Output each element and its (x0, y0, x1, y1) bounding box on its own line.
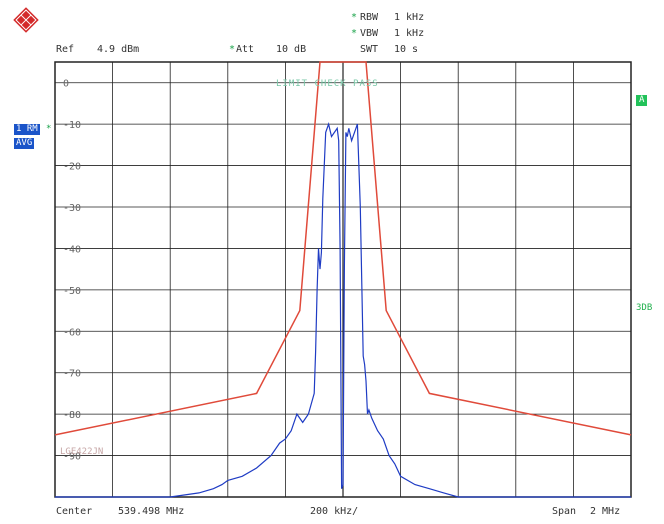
y-tick-label: -30 (63, 203, 81, 214)
y-tick-label: -70 (63, 369, 81, 380)
y-tick-label: 0 (63, 79, 69, 90)
limit-line (54, 61, 632, 436)
spectrum-trace (55, 121, 631, 498)
trace-a-badge: A (636, 95, 648, 106)
limit-line-name: LGE422JN (60, 447, 104, 457)
vbw-bullet: * (351, 28, 358, 39)
ref-label: Ref (56, 44, 75, 55)
att-label: Att (236, 44, 255, 55)
y-tick-label: -10 (63, 120, 81, 131)
division-value: 200 kHz/ (310, 506, 359, 517)
limit-check-status: LIMIT CHECK PASS (276, 79, 379, 89)
y-tick-label: -80 (63, 410, 81, 421)
span-label: Span (552, 506, 577, 517)
rbw-bullet: * (351, 12, 358, 23)
rbw-label: RBW (360, 12, 379, 23)
center-value: 539.498 MHz (118, 506, 185, 517)
swt-value: 10 s (394, 44, 419, 55)
swt-label: SWT (360, 44, 379, 55)
y-tick-label: -20 (63, 162, 81, 173)
rbw-value: 1 kHz (394, 12, 425, 23)
avg-mode-badge: AVG (14, 138, 35, 149)
span-value: 2 MHz (590, 506, 621, 517)
y-tick-label: -40 (63, 244, 81, 255)
vbw-value: 1 kHz (394, 28, 425, 39)
vbw-label: VBW (360, 28, 379, 39)
db-label: 3DB (636, 303, 653, 313)
y-tick-label: -90 (63, 452, 81, 463)
center-label: Center (56, 506, 93, 517)
trace-bullet: * (46, 124, 52, 134)
y-tick-label: -60 (63, 327, 81, 338)
att-value: 10 dB (276, 44, 307, 55)
y-tick-label: -50 (63, 286, 81, 297)
rohde-schwarz-logo (13, 7, 39, 33)
att-bullet: * (229, 44, 236, 55)
ref-value: 4.9 dBm (97, 44, 140, 55)
y-tick-labels: 0 -10 -20 -30 -40 -50 -60 -70 -80 -90 (63, 79, 81, 463)
trace-label-badge: 1 RM (14, 124, 40, 135)
